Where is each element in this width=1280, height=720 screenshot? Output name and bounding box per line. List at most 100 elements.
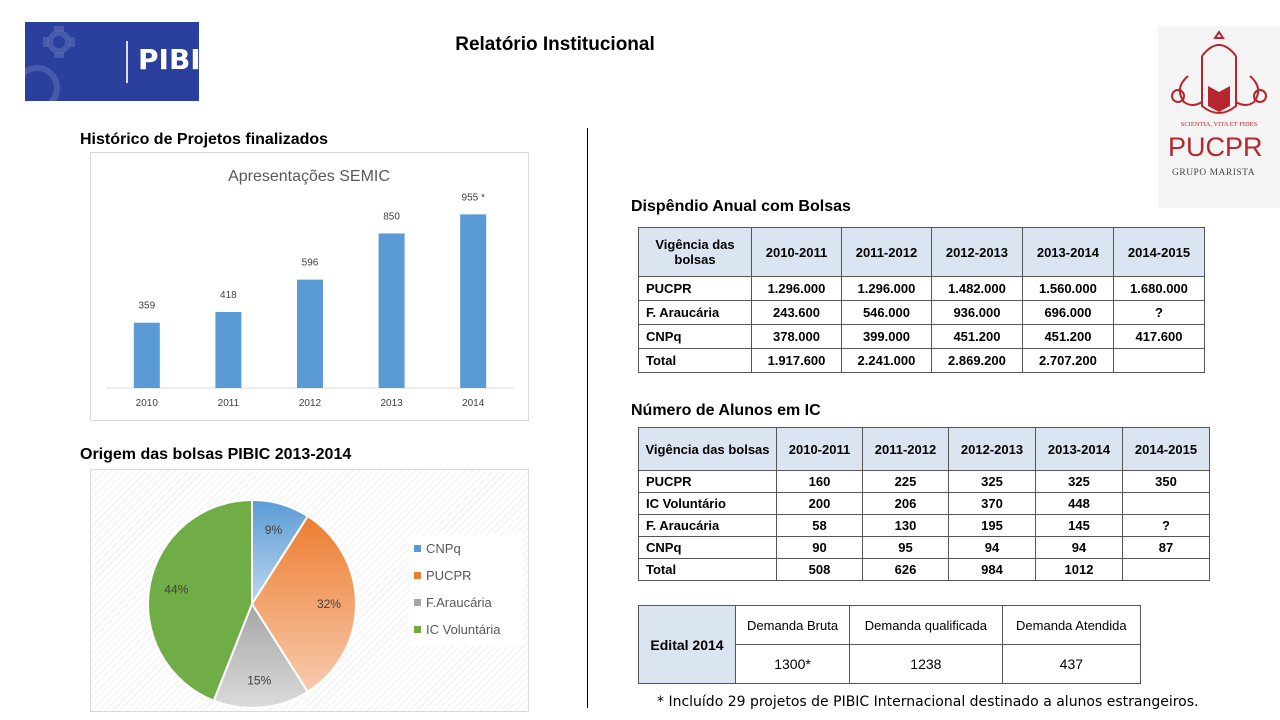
bar [297, 279, 323, 388]
table-cell: 160 [776, 470, 863, 493]
table-cell: 399.000 [840, 324, 932, 349]
bar-chart: Apresentações SEMIC 359 2010 418 2011 596 2012… [90, 152, 529, 421]
table-cell: 984 [948, 558, 1036, 581]
table-cell: 448 [1034, 492, 1123, 515]
table-cell: 2.869.200 [930, 348, 1023, 373]
header-cell: Demanda qualificada [849, 605, 1003, 645]
column-divider [587, 128, 588, 708]
pie-chart: 9% 32% 15% 44% CNPq PUCPR F.Araucária IC Volunt… [90, 469, 529, 712]
table-cell: 243.600 [751, 300, 842, 325]
table-cell: 1300* [734, 644, 851, 684]
alunos-table: Vigência das bolsas 2010-2011 2011-2012 … [638, 427, 1211, 581]
bar [460, 214, 487, 388]
table-cell: 370 [948, 492, 1036, 515]
table-cell: 508 [776, 558, 863, 581]
header-cell: 2013-2014 [1034, 427, 1123, 471]
row-label: F. Araucária [638, 514, 777, 537]
table-cell: 206 [862, 492, 949, 515]
pie-slice [212, 601, 310, 709]
table-cell: 1012 [1034, 558, 1123, 581]
legend-label: F.Araucária [426, 595, 493, 610]
data-label: 955 * [462, 192, 485, 203]
row-label: Total [638, 348, 752, 373]
table-cell: 350 [1121, 470, 1211, 493]
legend-label: IC Voluntária [426, 622, 501, 637]
table-row: Total 1.917.600 2.241.000 2.869.200 2.70… [638, 348, 1206, 373]
table-row: Edital 2014 Demanda Bruta Demanda qualif… [638, 605, 1142, 684]
table-cell [1121, 492, 1211, 515]
table-cell: 1.680.000 [1112, 276, 1206, 301]
x-tick-label: 2011 [218, 398, 240, 409]
pucpr-crest-icon: SCIENTIA, VITA ET FIDES [1171, 30, 1267, 128]
table-header-row: Vigência das bolsas 2010-2011 2011-2012 … [638, 427, 1211, 471]
bar [215, 312, 242, 388]
header-cell: 2012-2013 [930, 227, 1023, 277]
table-row: Total 508 626 984 1012 [638, 558, 1211, 581]
table-cell [1112, 348, 1206, 373]
table-cell: 225 [862, 470, 949, 493]
table-row: 1300* 1238 437 [639, 644, 1142, 684]
row-label: IC Voluntário [638, 492, 777, 515]
pibic-logo: PIBIC [25, 22, 199, 101]
legend-swatch [414, 626, 421, 633]
table-row: CNPq 90 95 94 94 87 [638, 536, 1211, 559]
chart-title: Apresentações SEMIC [228, 168, 390, 185]
table-cell: 2.707.200 [1021, 348, 1114, 373]
section-title-dispendio: Dispêndio Anual com Bolsas [631, 198, 851, 215]
pie-slice [147, 498, 253, 702]
table-cell: 58 [776, 514, 863, 537]
table-row: IC Voluntário 200 206 370 448 [638, 492, 1211, 515]
row-label: CNPq [638, 324, 752, 349]
header-cell: 2011-2012 [840, 227, 932, 277]
gear-icon [25, 26, 75, 101]
legend-label: PUCPR [426, 568, 472, 583]
slice-label: 9% [265, 523, 283, 537]
table-cell: 195 [948, 514, 1036, 537]
table-row: PUCPR 1.296.000 1.296.000 1.482.000 1.56… [638, 276, 1206, 301]
table-row: CNPq 378.000 399.000 451.200 451.200 417… [638, 324, 1206, 349]
section-title-origem: Origem das bolsas PIBIC 2013-2014 [80, 446, 352, 463]
row-label: PUCPR [638, 276, 752, 301]
data-label: 850 [383, 211, 400, 222]
table-cell: 417.600 [1112, 324, 1206, 349]
header-cell: Vigência das bolsas [638, 427, 777, 471]
table-cell: ? [1112, 300, 1206, 325]
header-cell: Demanda Atendida [1001, 605, 1142, 645]
table-cell: 95 [862, 536, 949, 559]
x-tick-label: 2012 [299, 398, 322, 409]
x-tick-label: 2013 [380, 398, 403, 409]
data-label: 418 [220, 290, 237, 301]
table-cell: 90 [776, 536, 863, 559]
table-cell: 94 [948, 536, 1036, 559]
section-title-historico: Histórico de Projetos finalizados [80, 131, 329, 148]
table-header-row: Vigência das bolsas 2010-2011 2011-2012 … [638, 227, 1206, 277]
data-label: 359 [138, 301, 155, 312]
table-cell: 451.200 [1021, 324, 1114, 349]
table-cell: 378.000 [751, 324, 842, 349]
data-label: 596 [302, 258, 319, 269]
pibic-logo-text: PIBIC [138, 43, 199, 76]
legend-box [409, 534, 523, 646]
table-row: F. Araucária 58 130 195 145 ? [638, 514, 1211, 537]
legend-label: CNPq [426, 541, 461, 556]
pucpr-logo: SCIENTIA, VITA ET FIDES PUCPR GRUPO MARI… [1158, 26, 1280, 208]
table-cell: 1.296.000 [840, 276, 932, 301]
table-cell: 451.200 [930, 324, 1023, 349]
pucpr-subtitle: GRUPO MARISTA [1172, 168, 1256, 178]
pucpr-motto: SCIENTIA, VITA ET FIDES [1181, 121, 1258, 128]
legend-swatch [414, 545, 421, 552]
table-cell: 696.000 [1021, 300, 1114, 325]
table-cell: 546.000 [840, 300, 932, 325]
header-cell: 2012-2013 [948, 427, 1036, 471]
table-cell: 437 [1001, 644, 1142, 684]
table-cell: 87 [1121, 536, 1211, 559]
row-label: PUCPR [638, 470, 777, 493]
x-tick-label: 2010 [136, 398, 159, 409]
table-cell: 626 [862, 558, 949, 581]
table-cell: 130 [862, 514, 949, 537]
table-cell: 325 [1034, 470, 1123, 493]
header-cell: 2010-2011 [776, 427, 863, 471]
footnote: * Incluído 29 projetos de PIBIC Internac… [657, 694, 1199, 710]
table-cell: 1.917.600 [751, 348, 842, 373]
table-cell: 1238 [849, 644, 1003, 684]
